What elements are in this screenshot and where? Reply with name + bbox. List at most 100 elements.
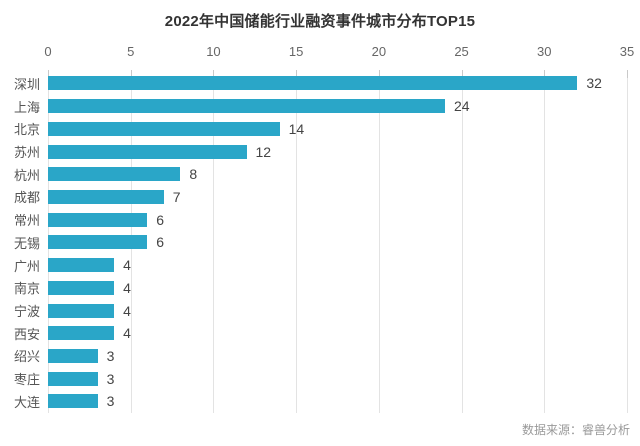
bar-track: 32 — [48, 75, 627, 92]
bar-track: 12 — [48, 143, 627, 160]
city-label: 深圳 — [13, 76, 40, 92]
bar — [48, 76, 578, 91]
bar-rows: 深圳 32 上海 24 北京 14 苏州 12 杭州 8 成都 7 常州 6 无锡 6 广州 4 南京 4 宁波 4 西安 4… — [14, 72, 627, 413]
gridline — [627, 72, 628, 413]
city-label: 绍兴 — [13, 349, 40, 365]
bar — [48, 99, 446, 114]
bar — [48, 189, 164, 204]
x-tick-label: 0 — [44, 44, 52, 59]
axis-tickmark — [48, 70, 49, 78]
bar-row: 上海 24 — [14, 95, 627, 117]
x-axis: 0 5 10 15 20 25 30 35 — [44, 44, 634, 62]
bar-value-label: 3 — [106, 393, 115, 410]
bar — [48, 258, 115, 273]
bar-track: 14 — [48, 120, 627, 137]
bar — [48, 303, 115, 318]
city-label: 上海 — [13, 99, 40, 115]
bar-value-label: 7 — [172, 188, 181, 205]
gridline — [378, 72, 380, 413]
x-tick-label: 5 — [127, 44, 135, 59]
x-tick-label: 25 — [454, 44, 469, 59]
axis-tickmark — [130, 70, 132, 78]
bar-track: 4 — [48, 279, 627, 296]
bar-track: 24 — [48, 98, 627, 115]
bar — [48, 348, 98, 363]
city-label: 宁波 — [13, 304, 40, 320]
chart-title: 2022年中国储能行业融资事件城市分布TOP15 — [164, 13, 476, 30]
bar-row: 绍兴 3 — [14, 345, 627, 367]
bar-track: 4 — [48, 302, 627, 319]
x-tick-label: 20 — [371, 44, 387, 59]
city-label: 北京 — [13, 122, 40, 138]
bar-track: 3 — [48, 393, 627, 410]
bar-value-label: 8 — [189, 166, 198, 183]
city-label: 大连 — [13, 394, 40, 410]
bar-value-label: 4 — [123, 302, 131, 319]
bar — [48, 235, 148, 250]
bar-value-label: 6 — [156, 211, 165, 228]
bar-value-label: 4 — [123, 279, 131, 296]
gridline — [544, 72, 546, 413]
bar — [48, 167, 181, 182]
axis-tickmark — [213, 70, 215, 78]
bar-row: 北京 14 — [14, 118, 627, 140]
bar-row: 无锡 6 — [14, 231, 627, 253]
bar-row: 宁波 4 — [14, 300, 627, 322]
bar-row: 大连 3 — [14, 390, 627, 412]
bar-track: 3 — [48, 370, 627, 387]
bar-track: 4 — [48, 325, 627, 342]
bar-track: 7 — [48, 188, 627, 205]
plot-area: 深圳 32 上海 24 北京 14 苏州 12 杭州 8 成都 7 常州 6 无锡 6 广州 4 南京 4 宁波 4 西安 4… — [14, 70, 628, 413]
bar-value-label: 6 — [156, 234, 165, 251]
bar-value-label: 14 — [288, 120, 305, 137]
bar-row: 南京 4 — [14, 277, 627, 299]
bar-row: 成都 7 — [14, 186, 627, 208]
bar — [48, 394, 98, 409]
x-tick-label: 10 — [206, 44, 221, 59]
bar-value-label: 3 — [106, 347, 115, 364]
gridline — [296, 72, 298, 413]
bar-row: 深圳 32 — [14, 72, 627, 94]
bar-value-label: 24 — [454, 98, 470, 115]
bar-track: 8 — [48, 166, 627, 183]
bar-row: 西安 4 — [14, 322, 627, 344]
source-note: 数据来源：睿兽分析 — [521, 423, 630, 437]
city-label: 广州 — [13, 258, 40, 274]
bar-value-label: 3 — [106, 370, 115, 387]
city-label: 苏州 — [13, 145, 40, 161]
bar-track: 3 — [48, 347, 627, 364]
bar-value-label: 12 — [255, 143, 272, 160]
bar-row: 杭州 8 — [14, 163, 627, 185]
city-label: 常州 — [13, 213, 40, 229]
city-label: 杭州 — [13, 167, 40, 183]
x-tick-label: 35 — [619, 44, 635, 59]
bar-value-label: 4 — [123, 257, 131, 274]
city-label: 无锡 — [13, 235, 40, 251]
bar-value-label: 32 — [586, 75, 602, 92]
bar-value-label: 4 — [123, 325, 131, 342]
axis-tickmark — [544, 70, 546, 78]
bar — [48, 371, 98, 386]
x-tick-label: 15 — [288, 44, 304, 59]
bar — [48, 280, 115, 295]
bar-row: 枣庄 3 — [14, 368, 627, 390]
gridline — [213, 72, 215, 413]
axis-tickmark — [378, 70, 380, 78]
bar — [48, 121, 280, 136]
city-label: 枣庄 — [13, 372, 40, 388]
bar — [48, 326, 115, 341]
bar-track: 4 — [48, 257, 627, 274]
axis-tickmark — [296, 70, 298, 78]
city-label: 成都 — [13, 190, 40, 206]
gridline — [461, 72, 463, 413]
bar-row: 苏州 12 — [14, 141, 627, 163]
bar-row: 常州 6 — [14, 209, 627, 231]
city-label: 南京 — [13, 281, 40, 297]
bar — [48, 212, 148, 227]
bar — [48, 144, 247, 159]
city-label: 西安 — [13, 326, 40, 342]
axis-tickmark — [461, 70, 463, 78]
bar-track: 6 — [48, 211, 627, 228]
bar-track: 6 — [48, 234, 627, 251]
